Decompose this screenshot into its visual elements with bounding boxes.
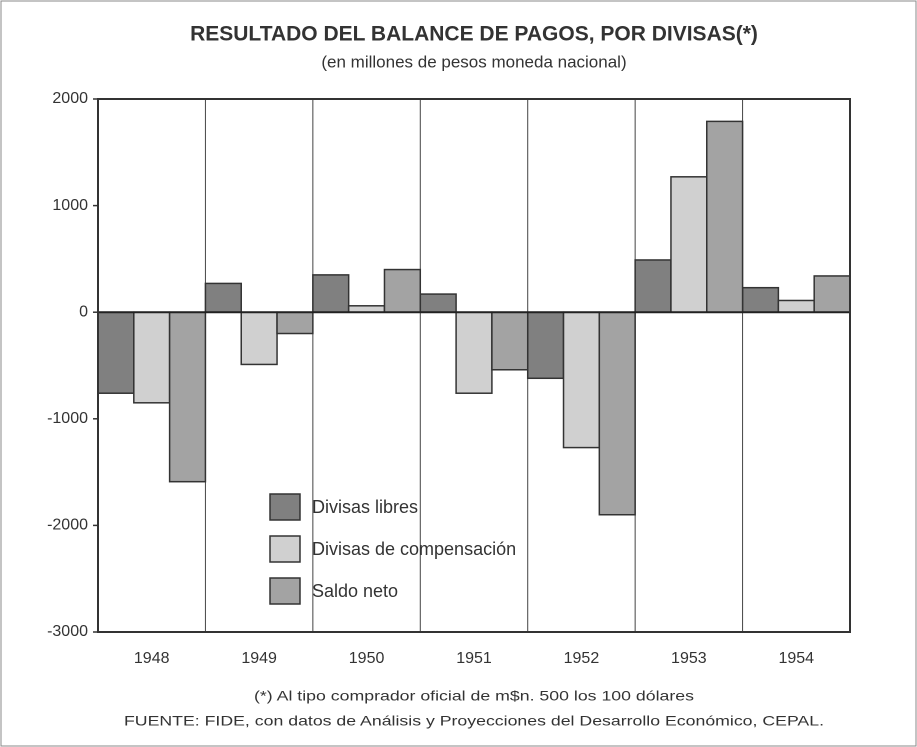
bar: [276, 311, 314, 335]
bar: [419, 293, 457, 313]
y-tick-label: -2000: [47, 517, 88, 534]
plot-frame: [97, 98, 851, 633]
y-tick-label: 2000: [52, 90, 88, 107]
bar: [526, 311, 565, 380]
bar: [312, 274, 350, 313]
bar: [706, 120, 744, 313]
legend-label: Saldo neto: [312, 581, 398, 601]
x-tick-label: 1953: [671, 650, 707, 667]
bar: [491, 311, 529, 371]
bar: [383, 268, 422, 313]
chart-title: RESULTADO DEL BALANCE DE PAGOS, POR DIVI…: [190, 23, 758, 46]
bar: [204, 282, 242, 313]
legend-label: Divisas libres: [312, 497, 418, 517]
bar: [97, 311, 135, 394]
bar: [455, 311, 493, 394]
y-tick-label: -1000: [47, 410, 88, 427]
bar: [777, 299, 815, 313]
legend-swatch: [269, 577, 301, 605]
legend-swatch: [269, 493, 301, 521]
chart-subtitle: (en millones de pesos moneda nacional): [321, 52, 626, 71]
bar: [741, 286, 780, 313]
legend-swatch: [269, 535, 301, 563]
y-tick-label: -3000: [47, 623, 88, 640]
x-tick-label: 1952: [564, 650, 600, 667]
x-tick-label: 1950: [349, 650, 385, 667]
bar: [670, 176, 708, 313]
y-tick-label: 0: [79, 303, 88, 320]
source: FUENTE: FIDE, con datos de Análisis y Pr…: [124, 713, 824, 729]
legend-label: Divisas de compensación: [312, 539, 516, 559]
y-tick-label: 1000: [52, 197, 88, 214]
x-tick-label: 1949: [241, 650, 277, 667]
bar: [168, 311, 207, 483]
bar: [813, 275, 851, 313]
x-tick-label: 1948: [134, 650, 170, 667]
bar: [133, 311, 171, 404]
footnote: (*) Al tipo comprador oficial de m$n. 50…: [254, 688, 694, 704]
bar: [562, 311, 601, 449]
x-tick-label: 1951: [456, 650, 492, 667]
x-tick-label: 1954: [778, 650, 814, 667]
bar: [240, 311, 278, 366]
bar: [598, 311, 636, 516]
bar: [634, 259, 672, 313]
